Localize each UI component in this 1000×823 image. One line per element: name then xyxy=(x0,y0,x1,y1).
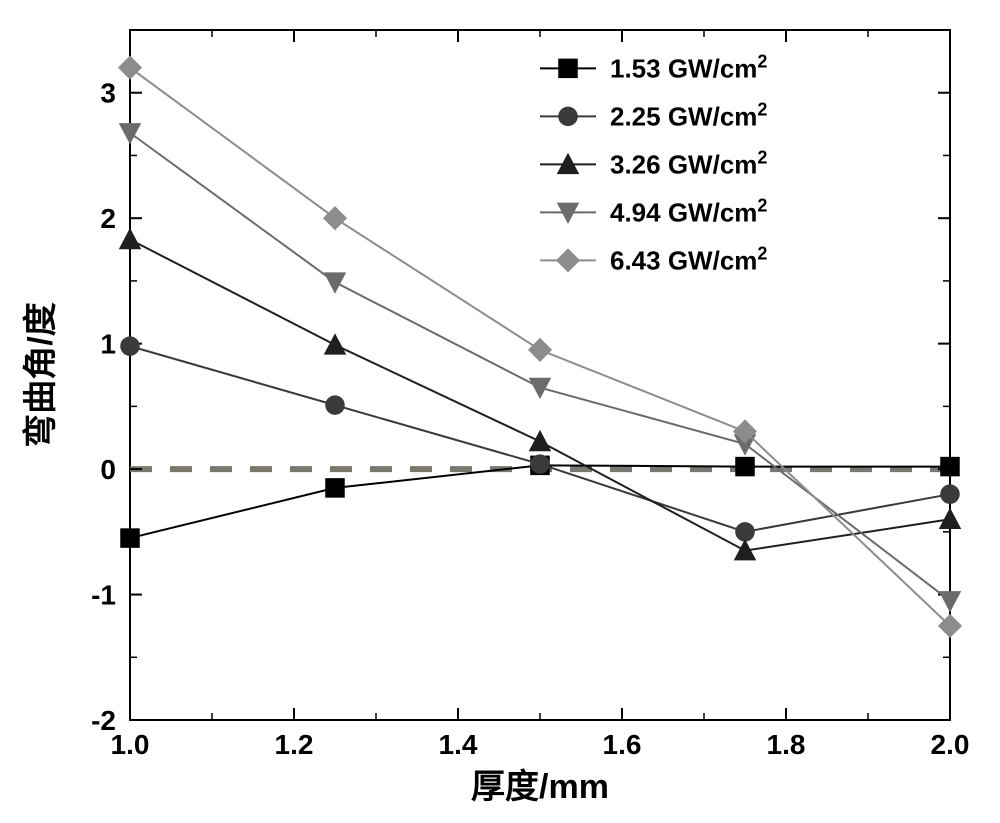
chart-container: 1.0 1.2 1.4 1.6 1.8 2.0 -2 -1 0 1 2 3 厚度/mm 弯曲角/度 1.53… xyxy=(0,0,1000,823)
y-tick-label: 3 xyxy=(100,78,116,109)
x-tick-label: 1.6 xyxy=(603,729,642,760)
legend-label: 3.26 GW/cm2 xyxy=(610,147,767,179)
x-tick-label: 1.0 xyxy=(111,729,150,760)
x-axis-title: 厚度/mm xyxy=(471,768,609,806)
legend-label: 6.43 GW/cm2 xyxy=(610,243,767,275)
y-axis-title: 弯曲角/度 xyxy=(21,302,60,447)
legend-label: 1.53 GW/cm2 xyxy=(610,51,767,83)
y-tick-label: -2 xyxy=(91,705,116,736)
x-tick-label: 1.2 xyxy=(275,729,314,760)
y-tick-label: 1 xyxy=(100,329,116,360)
line-chart: 1.0 1.2 1.4 1.6 1.8 2.0 -2 -1 0 1 2 3 厚度/mm 弯曲角/度 1.53… xyxy=(0,0,1000,823)
x-tick-label: 1.4 xyxy=(439,729,478,760)
x-tick-label: 1.8 xyxy=(767,729,806,760)
legend-label: 4.94 GW/cm2 xyxy=(610,195,767,227)
plot-area xyxy=(130,30,950,720)
y-tick-label: -1 xyxy=(91,580,116,611)
x-tick-label: 2.0 xyxy=(931,729,970,760)
y-tick-label: 2 xyxy=(100,203,116,234)
legend-label: 2.25 GW/cm2 xyxy=(610,99,767,131)
y-tick-label: 0 xyxy=(100,454,116,485)
